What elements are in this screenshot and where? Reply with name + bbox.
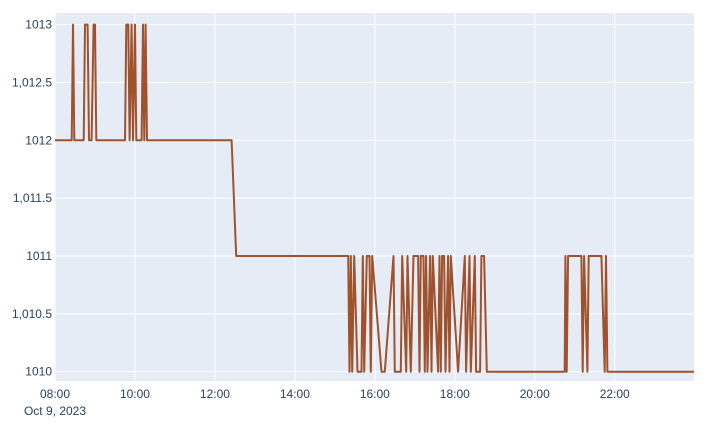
y-axis: 1010 1,010.5 1011 1,011.5 1012 1,012.5 1013 (12, 18, 52, 379)
x-axis: 08:00 Oct 9, 2023 10:00 12:00 14:00 16:00 18:0… (24, 387, 630, 418)
series-line-0 (55, 23, 694, 373)
y-tick-label: 1010 (25, 365, 52, 379)
x-tick-label: 08:00 (40, 387, 70, 401)
x-tick-date-label: Oct 9, 2023 (24, 404, 86, 418)
series-group (55, 23, 694, 373)
x-tick-label: 22:00 (600, 387, 630, 401)
y-tick-label: 1,010.5 (12, 307, 52, 321)
y-tick-label: 1,011.5 (13, 191, 52, 205)
y-tick-label: 1012 (25, 133, 52, 147)
y-tick-label: 1011 (26, 249, 52, 263)
x-tick-label: 18:00 (440, 387, 470, 401)
y-tick-label: 1,012.5 (12, 75, 52, 89)
x-tick-label: 16:00 (360, 387, 390, 401)
x-tick-label: 20:00 (520, 387, 550, 401)
x-tick-label: 10:00 (120, 387, 150, 401)
x-tick-label: 14:00 (280, 387, 310, 401)
x-tick-label: 12:00 (200, 387, 230, 401)
y-tick-label: 1013 (25, 18, 52, 32)
